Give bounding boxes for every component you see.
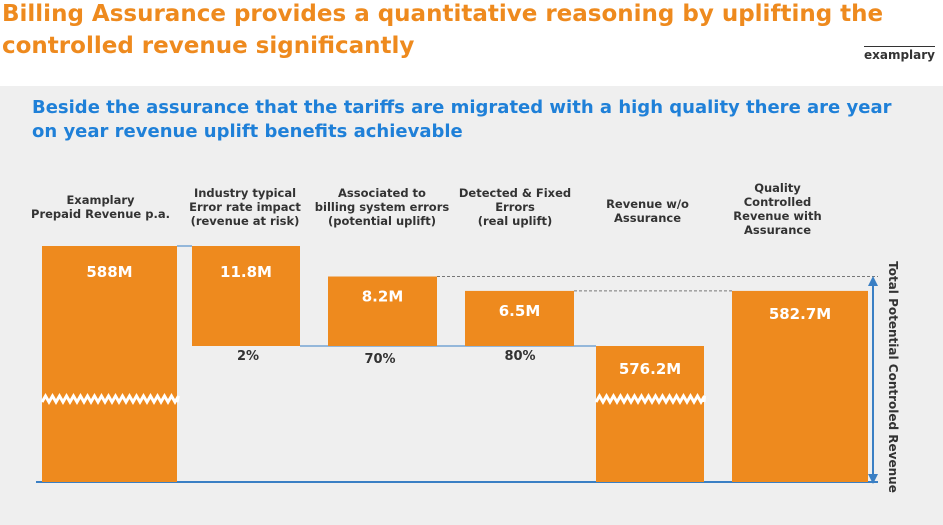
column-label-3: Detected & Fixed Errors (real uplift) [455, 186, 575, 228]
side-axis-label-text: Total Potential Controled Revenue [886, 261, 900, 493]
column-label-3-line-1: Errors [495, 200, 535, 214]
column-label-4-line-1: Assurance [613, 211, 681, 225]
percent-label-1: 2% [236, 349, 260, 364]
value-label-0: 588M [86, 263, 132, 281]
column-label-5-line-1: Controlled [743, 195, 812, 209]
axis-break-0 [40, 393, 180, 405]
chart-subtitle: Beside the assurance that the tariffs ar… [32, 97, 892, 142]
bar-1 [192, 246, 300, 346]
value-label-2: 8.2M [362, 288, 404, 306]
column-label-1-line-1: Error rate impact [189, 200, 301, 214]
column-label-0-line-1: Prepaid Revenue p.a. [31, 207, 170, 221]
bar-4 [596, 346, 704, 482]
column-label-1-line-0: Industry typical [193, 186, 297, 200]
side-axis-label: Total Potential Controled Revenue [884, 261, 902, 493]
value-label-3: 6.5M [499, 302, 541, 320]
bar-3 [465, 290, 574, 346]
value-label-1: 11.8M [220, 263, 272, 281]
column-label-3-line-0: Detected & Fixed [458, 186, 572, 200]
axis-break-4 [594, 393, 706, 405]
brand-tag: examplary [863, 46, 935, 62]
column-label-0-line-0: Examplary [66, 193, 135, 207]
column-label-5-line-0: Quality [754, 181, 801, 195]
column-label-2-line-2: (potential uplift) [327, 214, 437, 228]
page-title: Billing Assurance provides a quantitativ… [2, 1, 884, 59]
bar-0 [42, 246, 177, 482]
column-label-4-line-0: Revenue w/o [606, 197, 689, 211]
percent-label-2: 70% [364, 352, 396, 367]
column-label-2: Associated to billing system errors (pot… [312, 186, 452, 228]
column-label-2-line-0: Associated to [338, 186, 426, 200]
percent-label-3: 80% [504, 349, 536, 364]
column-label-5-line-3: Assurance [743, 223, 811, 237]
column-label-1: Industry typical Error rate impact (reve… [180, 186, 310, 228]
column-label-4: Revenue w/o Assurance [590, 197, 705, 225]
column-label-5-line-2: Revenue with [733, 209, 822, 223]
bar-2 [328, 276, 437, 346]
bar-5 [732, 290, 868, 482]
value-label-4: 576.2M [619, 360, 681, 378]
column-label-1-line-2: (revenue at risk) [190, 214, 300, 228]
value-label-5: 582.7M [769, 305, 831, 323]
column-label-3-line-2: (real uplift) [477, 214, 553, 228]
total-arrow-head-down [868, 474, 878, 484]
column-label-2-line-1: billing system errors [314, 200, 450, 214]
total-arrow-head-up [868, 276, 878, 286]
column-label-5: Quality Controlled Revenue with Assuranc… [720, 181, 835, 237]
column-label-0: Examplary Prepaid Revenue p.a. [28, 193, 173, 221]
